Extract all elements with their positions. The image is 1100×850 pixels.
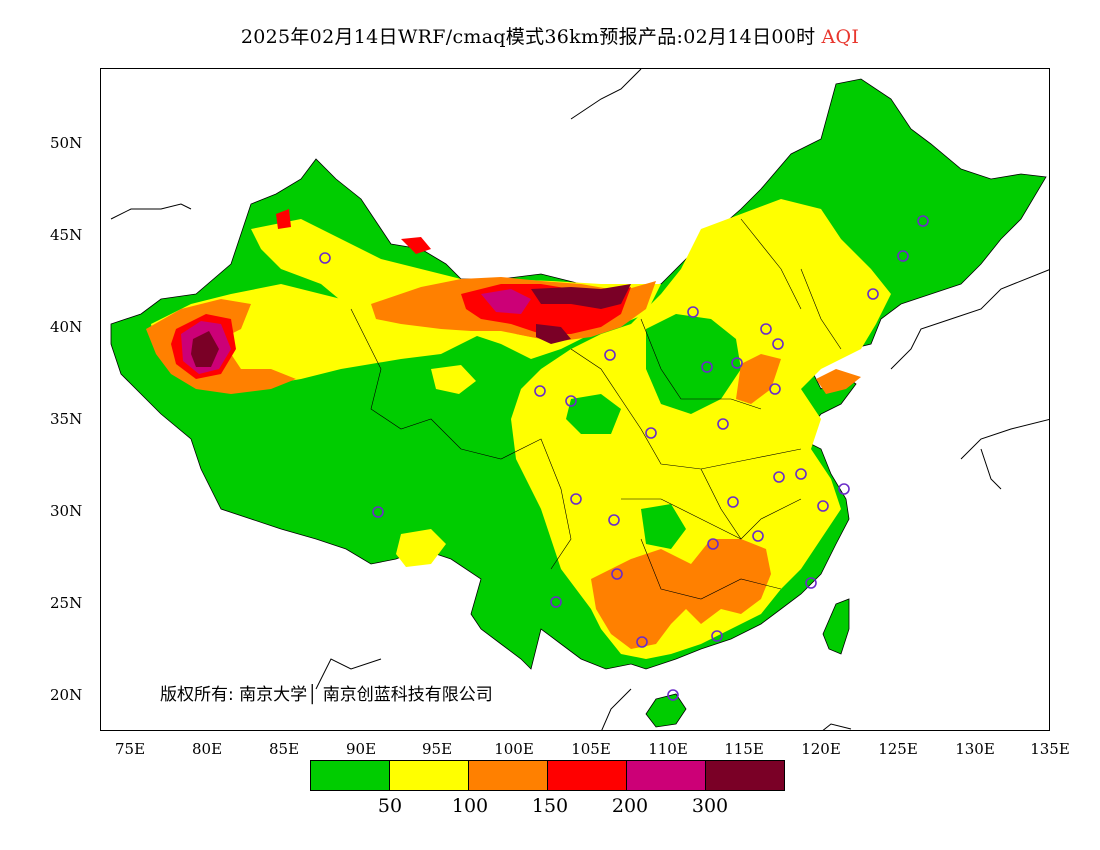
station-marker (867, 288, 879, 300)
hainan-island (645, 693, 687, 728)
lon-label-100e: 100E (494, 740, 534, 758)
station-marker (687, 306, 699, 318)
zone-hazardous-inner-mongolia (531, 284, 631, 309)
station-marker (550, 596, 562, 608)
legend-label-200: 200 (611, 795, 649, 817)
zone-hazardous-tarim (191, 331, 219, 367)
legend-label-50: 50 (377, 795, 403, 817)
lat-label-40n: 40N (50, 318, 83, 336)
title-text: 2025年02月14日WRF/cmaq模式36km预报产品:02月14日00时 (240, 26, 816, 48)
zone-moderate-east (511, 199, 891, 659)
copyright-text: 版权所有: 南京大学│ 南京创蓝科技有限公司 (160, 685, 493, 705)
lat-label-35n: 35N (50, 410, 83, 428)
coastlines (110, 69, 1049, 730)
lon-label-135e: 135E (1030, 740, 1070, 758)
title-variable: AQI (821, 26, 860, 48)
legend-swatch-very-unhealthy (626, 760, 706, 791)
legend-swatch-unhealthy (547, 760, 627, 791)
station-marker (752, 530, 764, 542)
zone-moderate-south-small (396, 529, 446, 567)
station-marker (534, 385, 546, 397)
lon-label-115e: 115E (724, 740, 764, 758)
station-marker (917, 215, 929, 227)
station-marker (773, 471, 785, 483)
zone-good-shanxi (646, 314, 741, 414)
station-marker (805, 577, 817, 589)
station-marker (636, 636, 648, 648)
station-marker (604, 349, 616, 361)
zone-very-unhealthy-inner-mongolia (481, 289, 531, 314)
lon-label-85e: 85E (268, 740, 300, 758)
lon-label-125e: 125E (878, 740, 918, 758)
lat-label-30n: 30N (50, 502, 83, 520)
legend-swatch-usg (468, 760, 548, 791)
zone-good-hunan (641, 504, 686, 549)
lon-label-105e: 105E (571, 740, 611, 758)
lon-label-90e: 90E (345, 740, 377, 758)
station-marker (817, 500, 829, 512)
station-marker (608, 514, 620, 526)
lon-label-130e: 130E (955, 740, 995, 758)
legend-swatch-hazardous (705, 760, 785, 791)
legend-label-300: 300 (691, 795, 729, 817)
station-marker (645, 427, 657, 439)
station-marker (565, 395, 577, 407)
lon-label-95e: 95E (421, 740, 453, 758)
zone-hazardous-ningxia (536, 324, 571, 344)
aqi-color-legend (310, 760, 785, 791)
zone-good-central (566, 394, 621, 434)
station-marker (707, 538, 719, 550)
legend-swatch-good (310, 760, 390, 791)
legend-label-100: 100 (451, 795, 489, 817)
zone-usg-hebei (736, 354, 781, 404)
station-marker (717, 418, 729, 430)
station-marker (760, 323, 772, 335)
zone-usg-shandong (816, 369, 861, 394)
legend-label-150: 150 (531, 795, 569, 817)
aqi-map-panel (100, 68, 1050, 731)
station-marker (319, 252, 331, 264)
aqi-map-svg (110, 69, 1049, 730)
lon-label-120e: 120E (801, 740, 841, 758)
zone-unhealthy-dzungaria (401, 237, 431, 254)
taiwan-island (822, 598, 850, 655)
lon-label-80e: 80E (191, 740, 223, 758)
station-marker (838, 483, 850, 495)
station-marker (795, 468, 807, 480)
map-title: 2025年02月14日WRF/cmaq模式36km预报产品:02月14日00时 A… (0, 22, 1100, 49)
lon-label-110e: 110E (648, 740, 688, 758)
zone-unhealthy-west-small (276, 209, 291, 229)
station-marker (769, 383, 781, 395)
station-marker (611, 568, 623, 580)
station-marker (570, 493, 582, 505)
station-marker (897, 250, 909, 262)
lat-label-45n: 45N (50, 226, 83, 244)
province-boundaries (350, 218, 842, 600)
legend-swatch-moderate (389, 760, 469, 791)
station-marker (727, 496, 739, 508)
zone-moderate-hexi (431, 365, 476, 394)
lon-label-75e: 75E (114, 740, 146, 758)
lat-label-20n: 20N (50, 686, 83, 704)
lat-label-50n: 50N (50, 134, 83, 152)
station-markers (319, 215, 929, 701)
station-marker (667, 689, 679, 701)
station-marker (711, 630, 723, 642)
station-marker (731, 357, 743, 369)
lat-label-25n: 25N (50, 594, 83, 612)
station-marker (372, 506, 384, 518)
station-marker (701, 361, 713, 373)
station-marker (772, 338, 784, 350)
